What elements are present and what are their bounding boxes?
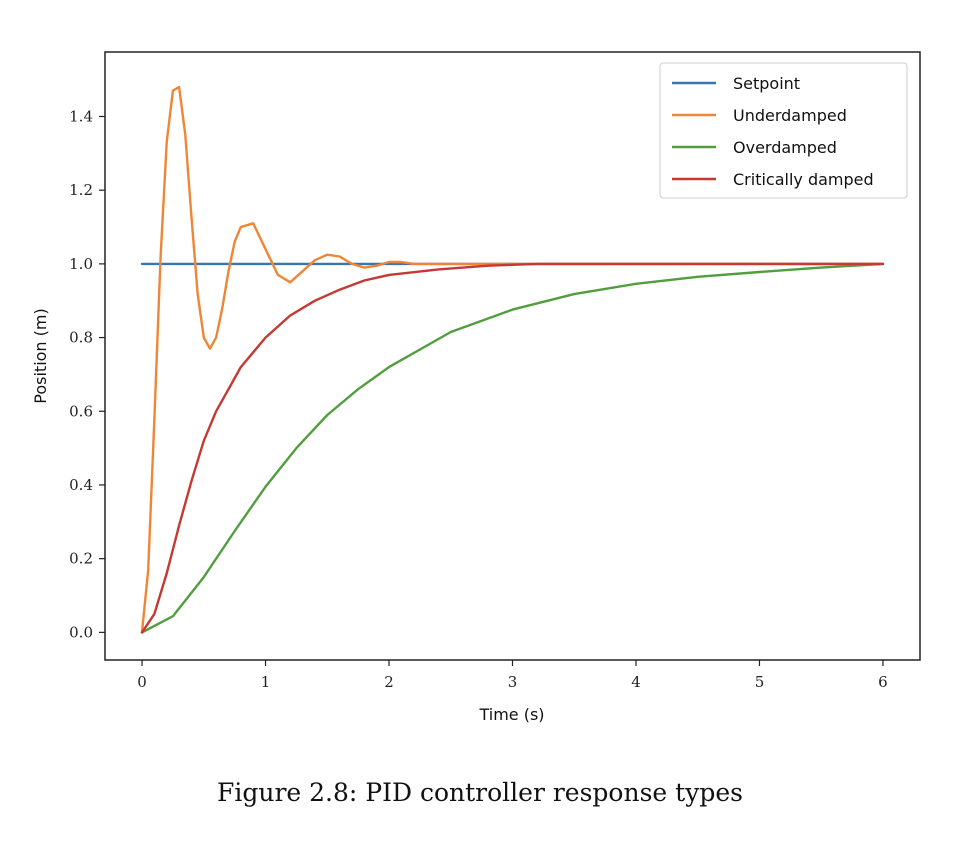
x-tick-label: 1 [261,673,271,691]
y-tick-label: 1.0 [69,255,93,273]
figure-caption: Figure 2.8: PID controller response type… [217,778,743,807]
chart: 0 1 2 3 4 5 6 0.0 0.2 0.4 0.6 0.8 1.0 1.2 1.4 Time (s… [31,51,921,724]
legend-label-setpoint: Setpoint [733,74,800,93]
x-tick-label: 2 [384,673,394,691]
x-tick-label: 6 [878,673,888,691]
series-line-underdamped [140,85,885,634]
series-line-critically-damped [140,262,885,634]
y-tick-label: 0.0 [69,623,93,641]
legend-box [659,62,908,199]
y-axis-label: Position (m) [31,308,50,403]
y-tick-label: 1.4 [69,107,93,125]
y-tick-label: 0.6 [69,402,93,420]
legend-label-overdamped: Overdamped [733,138,837,157]
x-ticks: 0 1 2 3 4 5 6 [137,660,888,691]
x-tick-label: 0 [137,673,147,691]
y-ticks: 0.0 0.2 0.4 0.6 0.8 1.0 1.2 1.4 [69,107,105,641]
legend-label-critically-damped: Critically damped [733,170,874,189]
y-tick-label: 1.2 [69,181,93,199]
y-tick-label: 0.4 [69,476,93,494]
x-tick-label: 3 [508,673,518,691]
legend: Setpoint Underdamped Overdamped Critically … [659,62,908,199]
x-tick-label: 5 [755,673,765,691]
y-tick-label: 0.8 [69,329,93,347]
series-line-overdamped [140,262,885,634]
plot-lines [140,85,885,634]
y-tick-label: 0.2 [69,550,93,568]
legend-label-underdamped: Underdamped [733,106,847,125]
legend-items: Setpoint Underdamped Overdamped Critically … [672,74,874,189]
x-tick-label: 4 [631,673,641,691]
x-axis-label: Time (s) [478,705,544,724]
